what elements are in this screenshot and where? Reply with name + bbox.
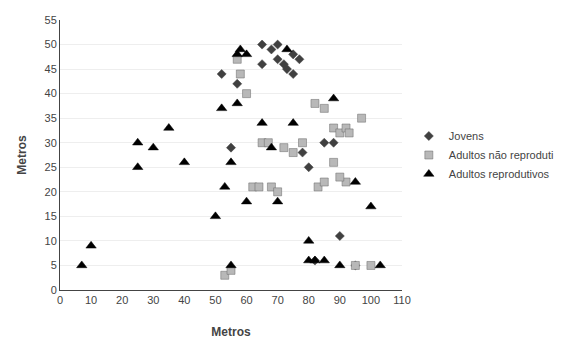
- svg-text:70: 70: [272, 294, 284, 306]
- svg-text:50: 50: [209, 294, 221, 306]
- svg-text:50: 50: [45, 38, 57, 50]
- svg-text:20: 20: [116, 294, 128, 306]
- svg-text:Adultos não reproduti: Adultos não reproduti: [449, 149, 554, 161]
- svg-text:40: 40: [45, 87, 57, 99]
- svg-text:90: 90: [334, 294, 346, 306]
- svg-text:35: 35: [45, 112, 57, 124]
- svg-text:25: 25: [45, 161, 57, 173]
- svg-text:5: 5: [51, 259, 57, 271]
- svg-text:30: 30: [147, 294, 159, 306]
- svg-text:10: 10: [45, 235, 57, 247]
- svg-text:60: 60: [240, 294, 252, 306]
- svg-text:55: 55: [45, 14, 57, 26]
- svg-text:15: 15: [45, 210, 57, 222]
- svg-text:10: 10: [85, 294, 97, 306]
- svg-text:Jovens: Jovens: [449, 130, 484, 142]
- svg-text:40: 40: [178, 294, 190, 306]
- svg-text:20: 20: [45, 186, 57, 198]
- svg-text:Metros: Metros: [211, 325, 251, 339]
- svg-text:80: 80: [303, 294, 315, 306]
- svg-text:100: 100: [362, 294, 380, 306]
- svg-text:0: 0: [57, 294, 63, 306]
- svg-text:45: 45: [45, 63, 57, 75]
- svg-text:0: 0: [51, 284, 57, 296]
- svg-text:110: 110: [393, 294, 411, 306]
- svg-text:30: 30: [45, 137, 57, 149]
- svg-text:Adultos reprodutivos: Adultos reprodutivos: [449, 168, 550, 180]
- svg-text:Metros: Metros: [15, 135, 29, 175]
